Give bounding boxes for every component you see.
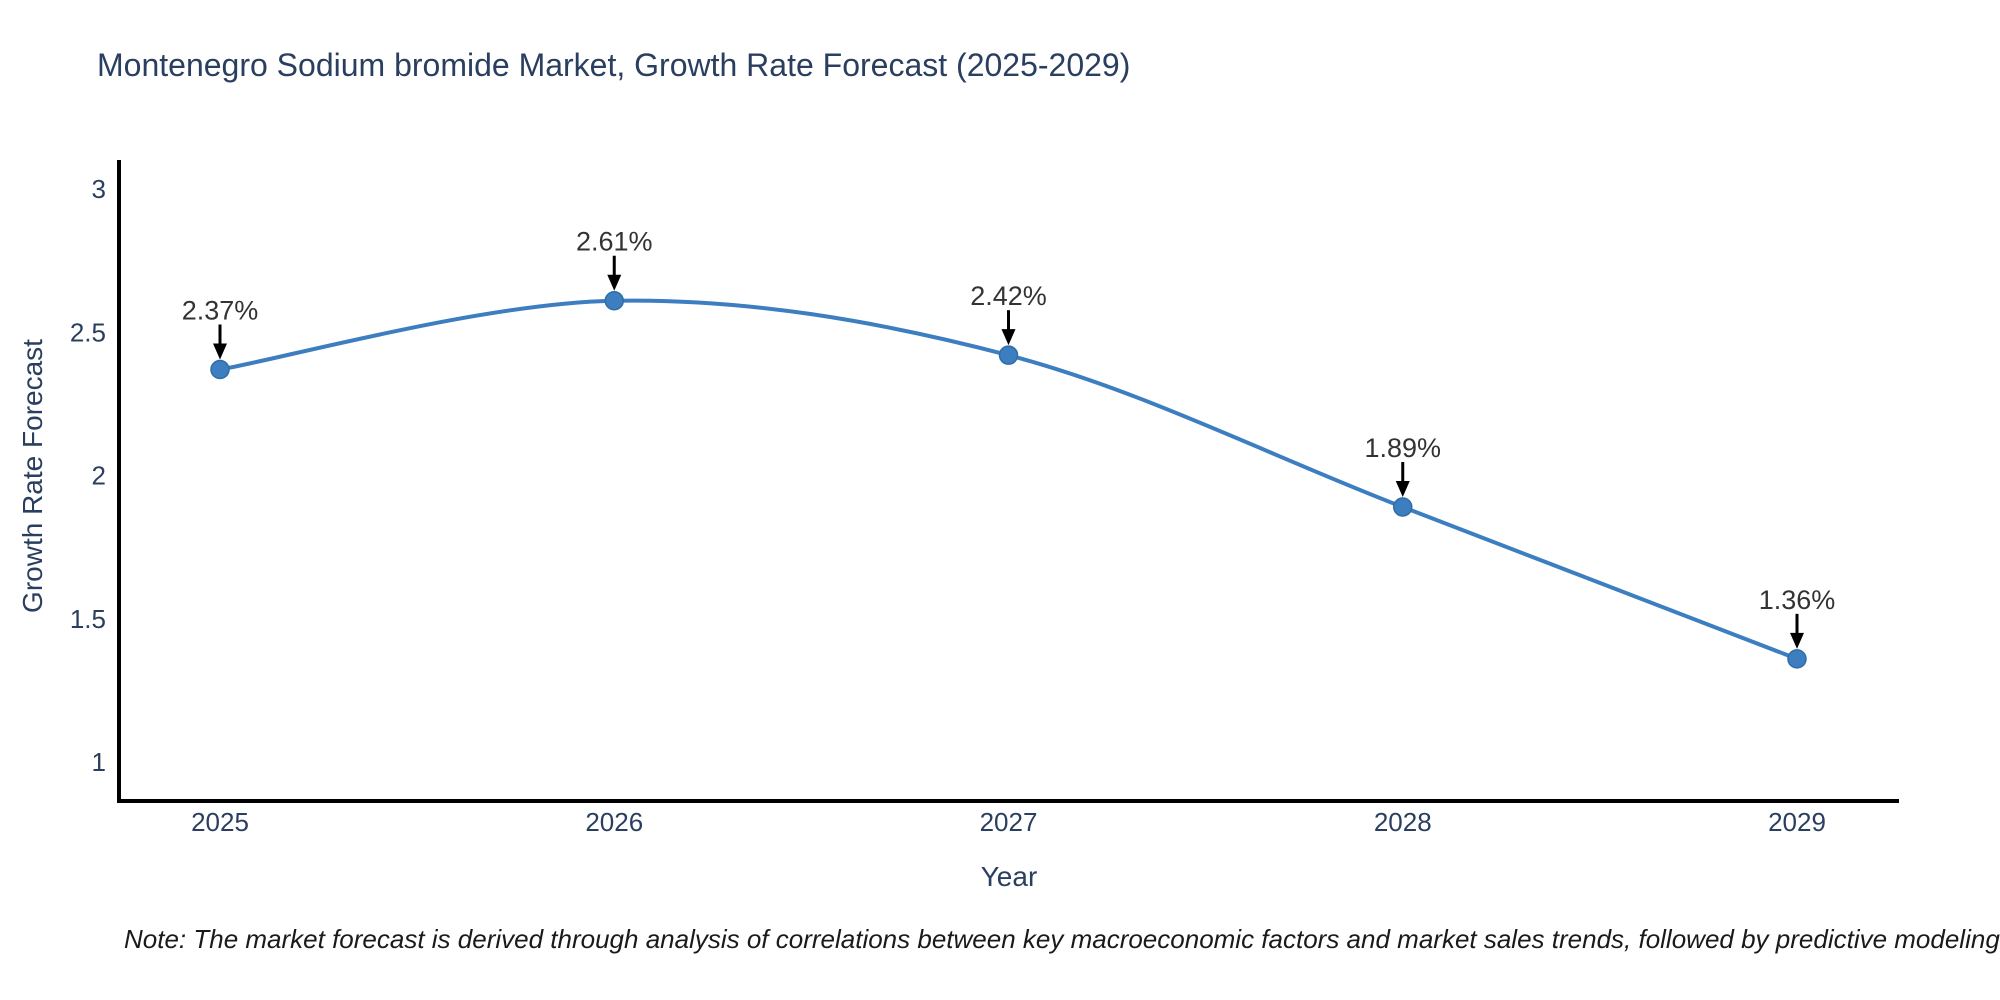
chart-title: Montenegro Sodium bromide Market, Growth… bbox=[97, 47, 1131, 83]
y-axis-title: Growth Rate Forecast bbox=[17, 339, 48, 613]
annotation-arrowhead-icon bbox=[213, 343, 227, 360]
annotation-arrowhead-icon bbox=[1790, 632, 1804, 649]
y-tick-labels: 1 1.5 2 2.5 3 bbox=[70, 174, 106, 777]
point-value-label: 1.36% bbox=[1759, 585, 1836, 615]
x-tick-label: 2025 bbox=[191, 807, 249, 837]
y-tick-label: 3 bbox=[92, 174, 106, 204]
point-annotations: 2.37% 2.61% 2.42% 1.89% 1.36% bbox=[182, 227, 1836, 649]
annotation-arrowhead-icon bbox=[607, 274, 622, 291]
data-point-marker bbox=[998, 345, 1019, 365]
axes bbox=[117, 160, 1899, 803]
y-tick-label: 2 bbox=[92, 461, 106, 491]
data-point-marker bbox=[210, 359, 230, 380]
x-tick-label: 2027 bbox=[980, 807, 1038, 837]
y-tick-label: 1.5 bbox=[70, 604, 106, 634]
y-tick-label: 1 bbox=[92, 747, 106, 777]
x-tick-labels: 2025 2026 2027 2028 2029 bbox=[191, 807, 1826, 837]
data-point-marker bbox=[1393, 497, 1413, 517]
x-tick-label: 2026 bbox=[585, 807, 643, 837]
line-series bbox=[210, 290, 1807, 669]
x-tick-label: 2029 bbox=[1768, 807, 1826, 837]
data-point-marker bbox=[1787, 649, 1807, 669]
x-axis-title: Year bbox=[981, 861, 1038, 892]
annotation-arrowhead-icon bbox=[1001, 329, 1016, 346]
point-value-label: 2.37% bbox=[182, 295, 259, 325]
point-value-label: 1.89% bbox=[1364, 433, 1441, 463]
annotation-arrowhead-icon bbox=[1395, 481, 1410, 498]
data-point-marker bbox=[604, 290, 624, 311]
footnote: Note: The market forecast is derived thr… bbox=[124, 924, 2000, 954]
point-value-label: 2.61% bbox=[576, 227, 653, 257]
y-tick-label: 2.5 bbox=[70, 317, 106, 347]
point-value-label: 2.42% bbox=[970, 281, 1047, 311]
x-tick-label: 2028 bbox=[1374, 807, 1432, 837]
